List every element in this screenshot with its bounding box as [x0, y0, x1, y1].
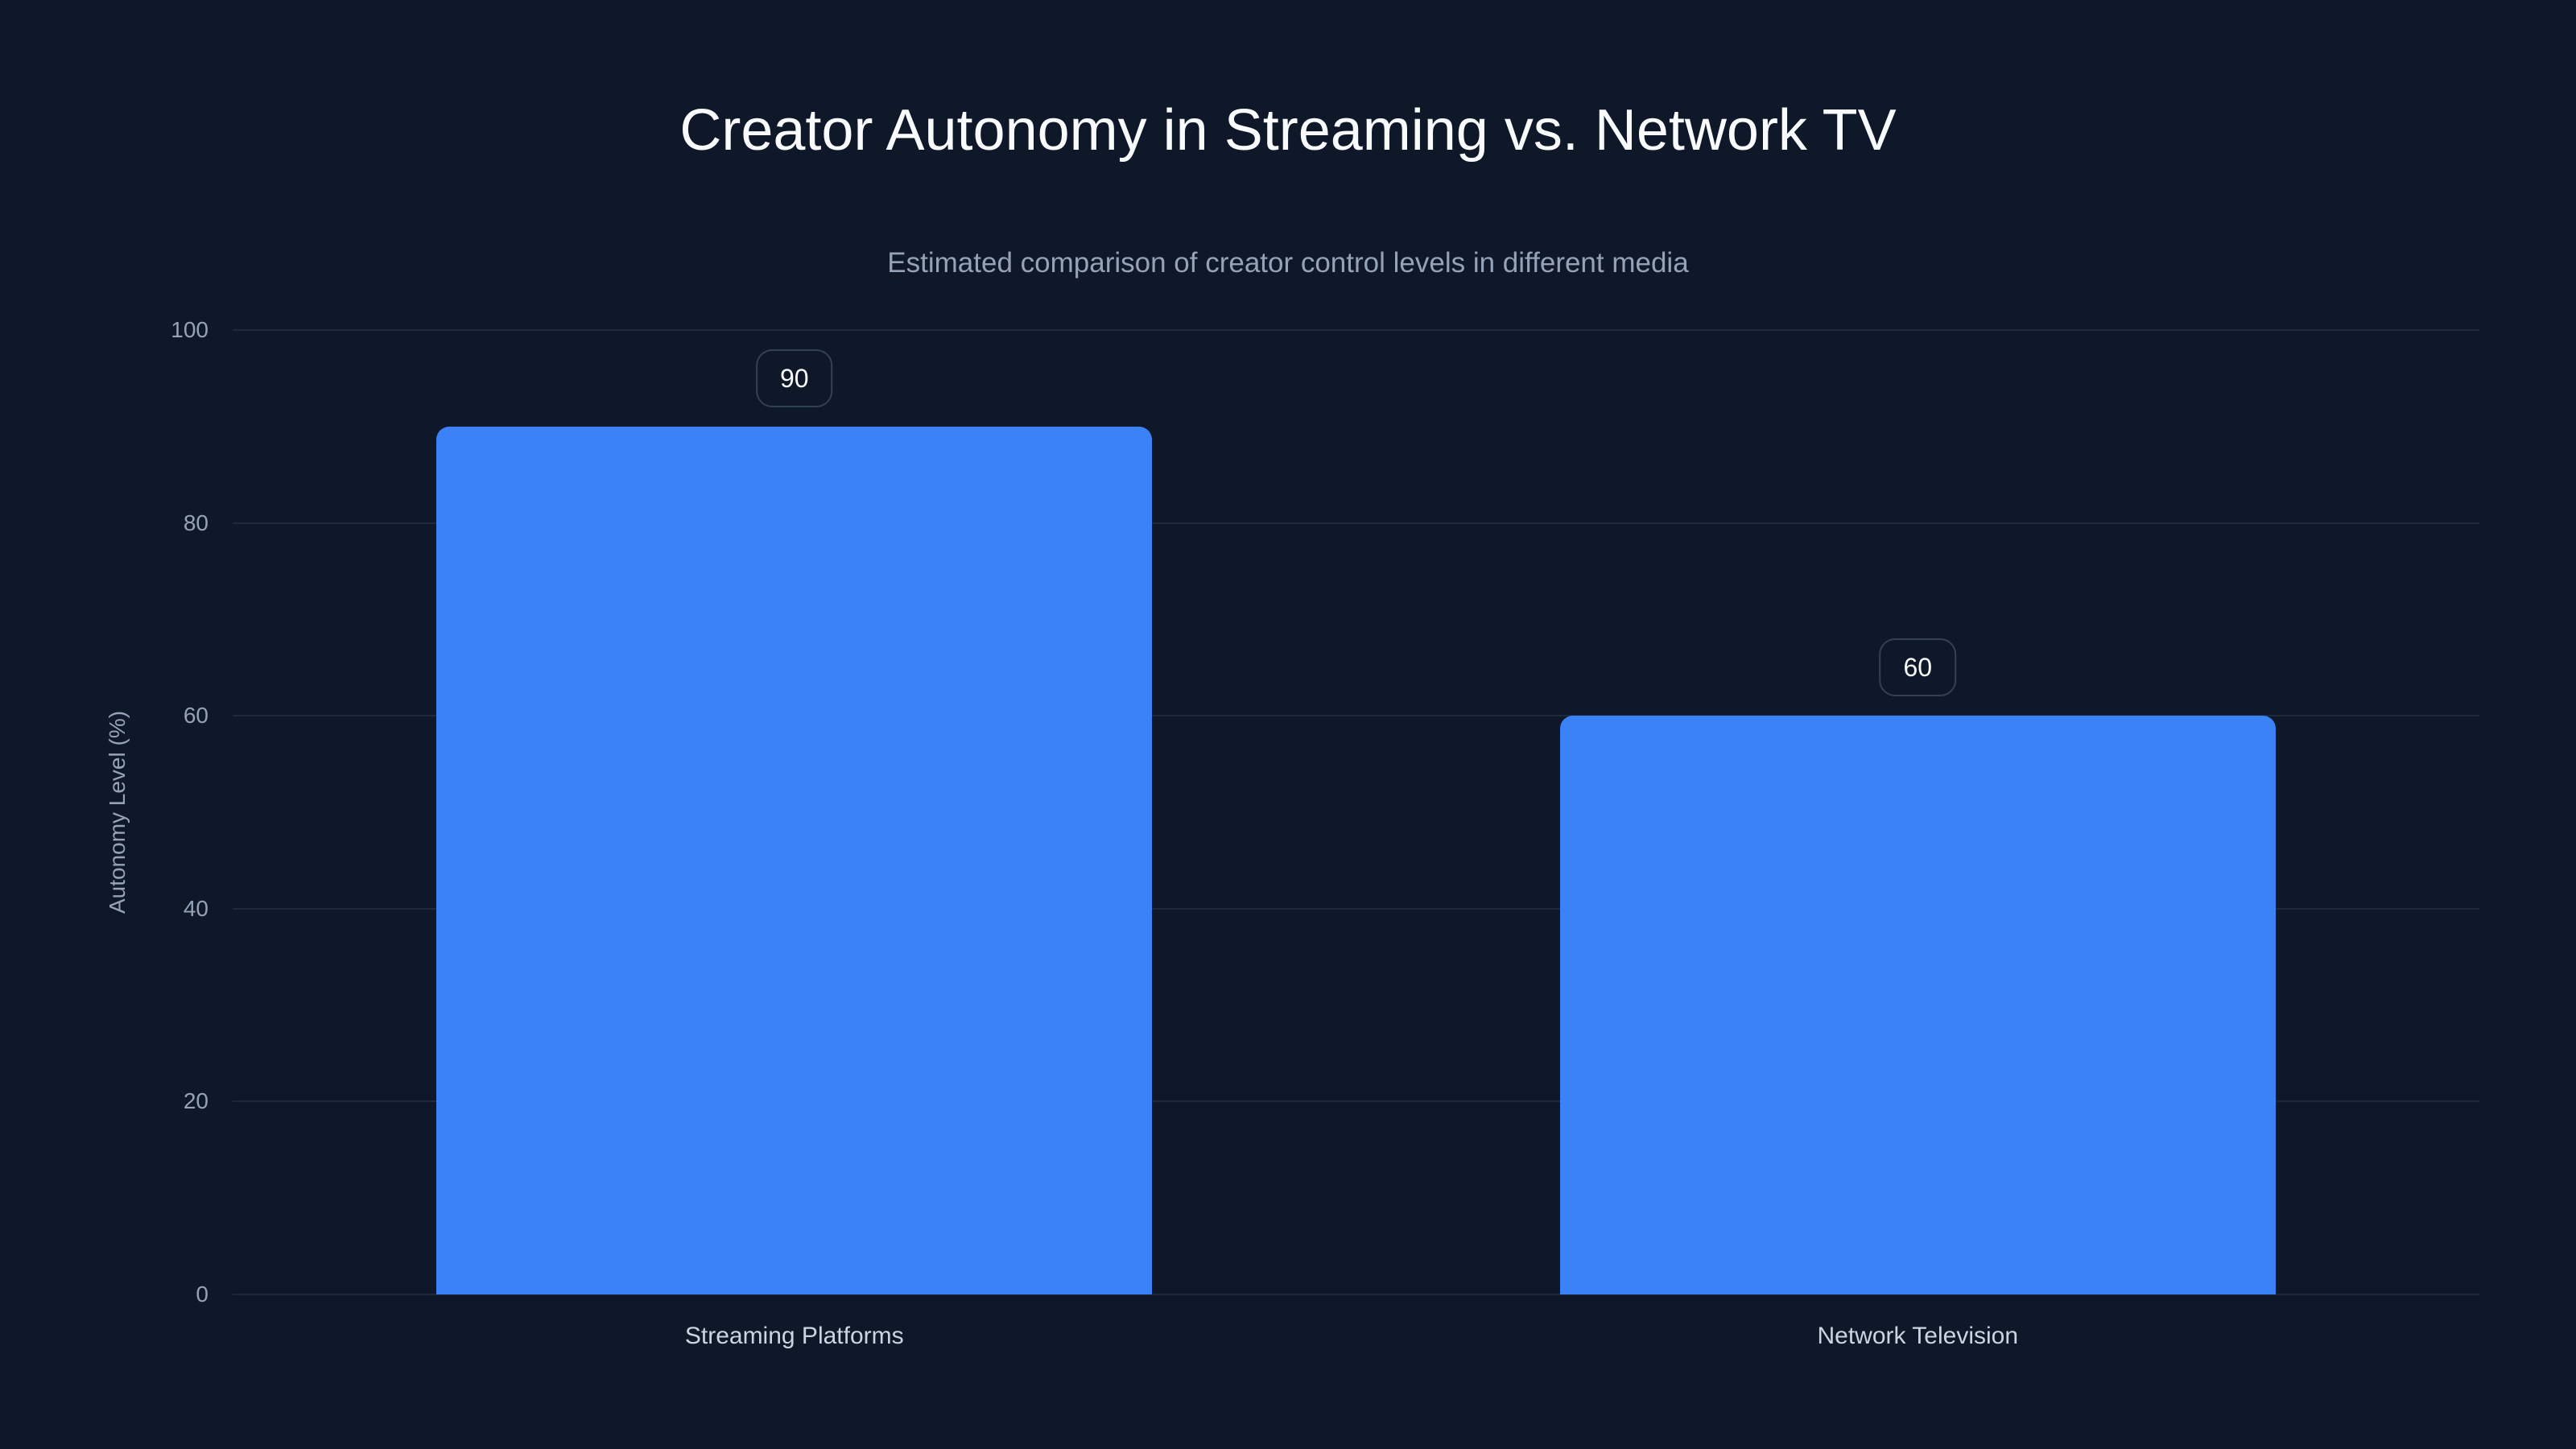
gridline: [233, 1100, 2479, 1103]
value-label-badge: 60: [1879, 638, 1957, 697]
y-tick-label: 20: [183, 1088, 208, 1114]
y-tick-label: 100: [171, 317, 208, 342]
y-tick-label: 60: [183, 703, 208, 729]
y-tick-label: 0: [196, 1282, 208, 1307]
bar-network-television[interactable]: [1559, 716, 2276, 1294]
gridline: [233, 715, 2479, 717]
bar-streaming-platforms[interactable]: [436, 426, 1153, 1294]
y-tick-label: 40: [183, 895, 208, 921]
y-axis-label: Autonomy Level (%): [105, 710, 130, 914]
plot-area: [233, 329, 2479, 1295]
y-tick-label: 80: [183, 510, 208, 535]
chart-subtitle: Estimated comparison of creator control …: [887, 247, 1689, 279]
gridline: [233, 1294, 2479, 1295]
chart-title: Creator Autonomy in Streaming vs. Networ…: [679, 98, 1897, 163]
gridline: [233, 522, 2479, 524]
x-category-label: Streaming Platforms: [684, 1323, 904, 1349]
x-category-label: Network Television: [1817, 1323, 2019, 1349]
gridline: [233, 907, 2479, 910]
gridline: [233, 329, 2479, 331]
value-label-badge: 90: [755, 349, 833, 407]
